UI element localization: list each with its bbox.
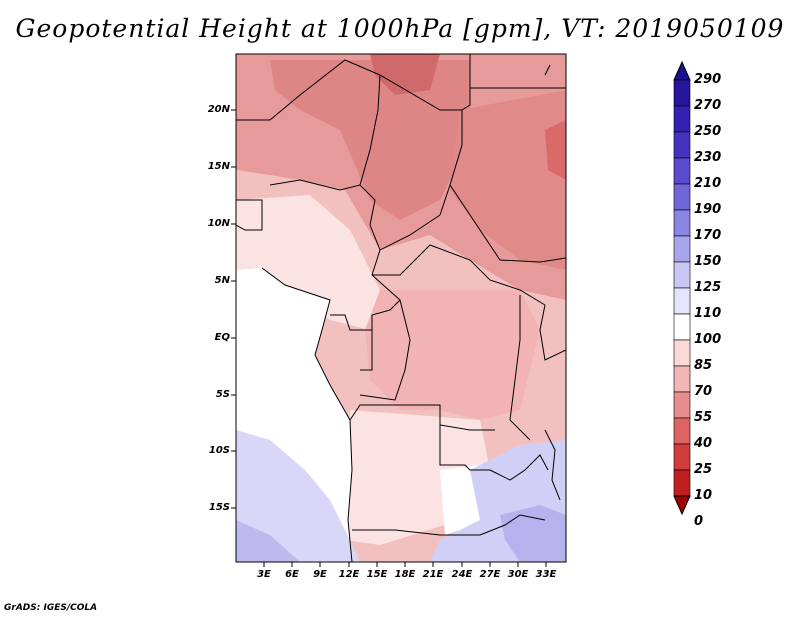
colorbar-label: 250 — [694, 124, 722, 139]
lon-label-30e: 30E — [507, 569, 529, 580]
colorbar — [673, 60, 691, 516]
border-malawi — [544, 429, 561, 501]
lat-label-10n: 10N — [207, 218, 230, 229]
border-lakes — [509, 295, 531, 441]
border-angola-drc — [349, 404, 495, 431]
border-uganda-kenya — [539, 304, 566, 361]
border-angola-zambia — [439, 425, 490, 471]
colorbar-label: 100 — [694, 332, 722, 347]
border-ne-coast — [544, 64, 551, 76]
map-frame — [235, 53, 567, 563]
border-drc-congo — [359, 299, 411, 401]
colorbar-label: 40 — [694, 436, 713, 451]
colorbar-label: 150 — [694, 254, 722, 269]
colorbar-label: 0 — [694, 514, 704, 529]
ocean-blue-dark — [236, 520, 300, 562]
lon-label-6e: 6E — [285, 569, 299, 580]
border-west — [236, 199, 263, 231]
border-congo — [360, 330, 373, 371]
field-basin — [365, 290, 540, 420]
lat-label-5n: 5N — [214, 275, 230, 286]
colorbar-label: 190 — [694, 202, 722, 217]
colorbar-bottom-arrow — [673, 495, 691, 516]
lon-label-12e: 12E — [338, 569, 360, 580]
axis-ticks — [231, 109, 547, 567]
border-zambia-east — [489, 454, 549, 481]
colorbar-segment — [673, 79, 691, 107]
field-east-high — [545, 120, 566, 180]
footer-credit: GrADS: IGES/COLA — [4, 603, 98, 613]
colorbar-segment — [673, 183, 691, 211]
lon-label-21e: 21E — [422, 569, 444, 580]
field-sudan-high — [450, 90, 566, 270]
colorbar-segment — [673, 469, 691, 497]
colorbar-segment — [673, 157, 691, 185]
field-coast-pale — [236, 195, 420, 330]
border-nigeria — [269, 179, 381, 276]
colorbar-label: 170 — [694, 228, 722, 243]
lon-label-9e: 9E — [313, 569, 327, 580]
colorbar-label: 70 — [694, 384, 713, 399]
colorbar-segment — [673, 131, 691, 159]
lon-label-3e: 3E — [257, 569, 271, 580]
border-cameroon-south — [330, 274, 401, 331]
border-car-south — [372, 244, 546, 306]
border-libya-egypt — [461, 54, 471, 111]
lat-label-eq: EQ — [214, 332, 230, 343]
colorbar-segment — [673, 339, 691, 367]
country-borders — [236, 54, 566, 562]
colorbar-segment — [673, 313, 691, 341]
lat-label-20n: 20N — [207, 104, 230, 115]
colorbar-label: 210 — [694, 176, 722, 191]
colorbar-label: 25 — [694, 462, 713, 477]
colorbar-label: 290 — [694, 72, 722, 87]
colorbar-segment — [673, 105, 691, 133]
colorbar-segment — [673, 287, 691, 315]
field-sahel-high — [270, 60, 470, 220]
colorbar-segment — [673, 391, 691, 419]
coastline — [261, 267, 353, 562]
field-se-blue-dark — [500, 505, 566, 562]
height-field — [236, 54, 566, 562]
border-niger-chad — [359, 74, 381, 186]
lon-label-15e: 15E — [366, 569, 388, 580]
lat-label-15s: 15S — [208, 502, 230, 513]
lon-label-18e: 18E — [394, 569, 416, 580]
lon-label-24e: 24E — [451, 569, 473, 580]
lon-label-33e: 33E — [535, 569, 557, 580]
colorbar-segment — [673, 235, 691, 263]
colorbar-label: 110 — [694, 306, 722, 321]
border-sudan-ss — [449, 184, 566, 263]
ocean-blue — [236, 430, 360, 562]
colorbar-segment — [673, 443, 691, 471]
colorbar-label: 55 — [694, 410, 713, 425]
lon-label-27e: 27E — [479, 569, 501, 580]
colorbar-segment — [673, 261, 691, 289]
field-libya-high — [370, 54, 440, 95]
border-chad-sudan — [379, 74, 463, 216]
lat-label-15n: 15N — [207, 161, 230, 172]
colorbar-label: 125 — [694, 280, 722, 295]
colorbar-segment — [673, 209, 691, 237]
border-algeria-niger — [236, 59, 381, 121]
chart-title: Geopotential Height at 1000hPa [gpm], VT… — [15, 14, 785, 43]
colorbar-label: 10 — [694, 488, 713, 503]
colorbar-label: 85 — [694, 358, 713, 373]
lat-label-10s: 10S — [208, 445, 230, 456]
colorbar-segment — [673, 365, 691, 393]
lat-label-5s: 5S — [215, 389, 230, 400]
border-car-chad — [379, 214, 441, 251]
colorbar-top-arrow — [673, 60, 691, 81]
colorbar-label: 230 — [694, 150, 722, 165]
border-namibia — [352, 514, 546, 536]
colorbar-label: 270 — [694, 98, 722, 113]
colorbar-segment — [673, 417, 691, 445]
